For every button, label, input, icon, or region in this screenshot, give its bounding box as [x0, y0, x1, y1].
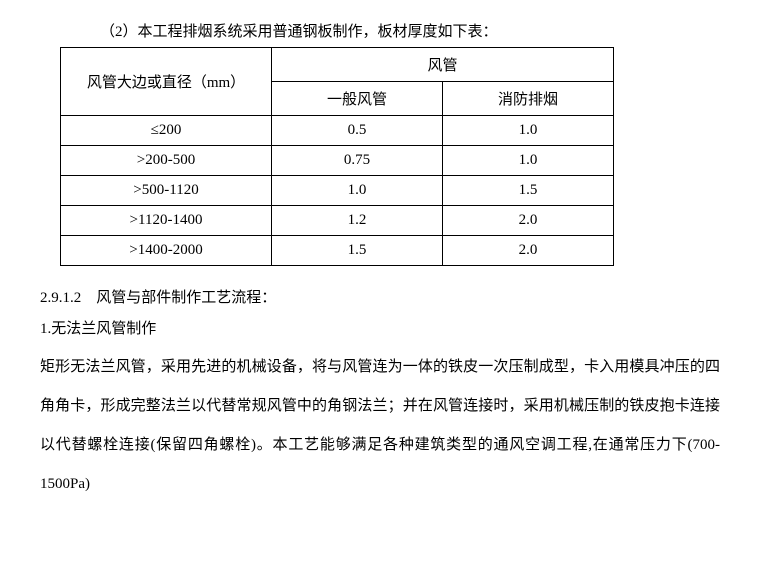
- cell-size: >200-500: [61, 146, 272, 176]
- cell-general: 1.0: [272, 176, 443, 206]
- cell-size: ≤200: [61, 116, 272, 146]
- section-heading: 2.9.1.2 风管与部件制作工艺流程：: [40, 286, 720, 307]
- cell-general: 0.5: [272, 116, 443, 146]
- cell-general: 1.5: [272, 236, 443, 266]
- header-general: 一般风管: [272, 82, 443, 116]
- cell-fire: 2.0: [443, 206, 614, 236]
- cell-general: 1.2: [272, 206, 443, 236]
- cell-general: 0.75: [272, 146, 443, 176]
- body-paragraph: 矩形无法兰风管，采用先进的机械设备，将与风管连为一体的铁皮一次压制成型，卡入用模…: [40, 348, 720, 504]
- sub-item-heading: 1.无法兰风管制作: [40, 317, 720, 338]
- cell-fire: 1.0: [443, 146, 614, 176]
- header-fire: 消防排烟: [443, 82, 614, 116]
- cell-fire: 1.0: [443, 116, 614, 146]
- table-row: >1120-1400 1.2 2.0: [61, 206, 614, 236]
- cell-fire: 1.5: [443, 176, 614, 206]
- table-row: >1400-2000 1.5 2.0: [61, 236, 614, 266]
- table-row: >200-500 0.75 1.0: [61, 146, 614, 176]
- header-group: 风管: [272, 48, 614, 82]
- table-row: ≤200 0.5 1.0: [61, 116, 614, 146]
- table-header-row-1: 风管大边或直径（mm） 风管: [61, 48, 614, 82]
- table-intro: （2）本工程排烟系统采用普通钢板制作，板材厚度如下表：: [100, 20, 720, 41]
- thickness-table: 风管大边或直径（mm） 风管 一般风管 消防排烟 ≤200 0.5 1.0 >2…: [60, 47, 614, 266]
- cell-size: >1400-2000: [61, 236, 272, 266]
- table-row: >500-1120 1.0 1.5: [61, 176, 614, 206]
- cell-size: >1120-1400: [61, 206, 272, 236]
- cell-fire: 2.0: [443, 236, 614, 266]
- cell-size: >500-1120: [61, 176, 272, 206]
- header-size: 风管大边或直径（mm）: [61, 48, 272, 116]
